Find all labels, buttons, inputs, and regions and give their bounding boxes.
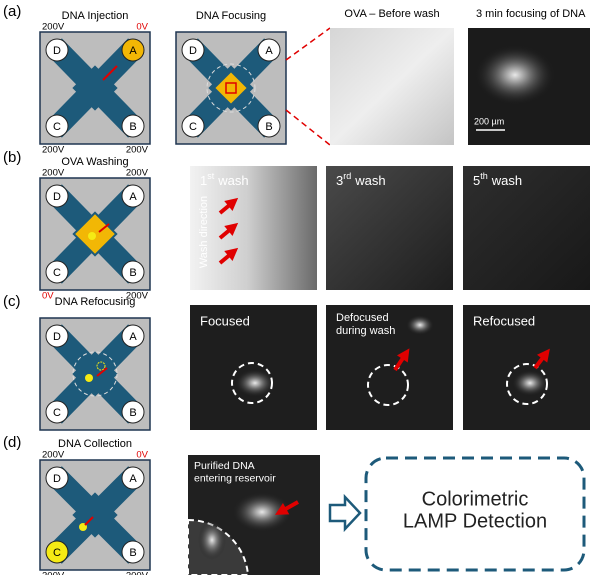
image-title: Refocused bbox=[473, 313, 535, 328]
reservoir-label: C bbox=[53, 407, 61, 419]
dna-spot bbox=[88, 232, 96, 240]
voltage-label: 200V bbox=[42, 145, 65, 156]
reservoir-label: A bbox=[129, 191, 137, 203]
scale-label: 200 µm bbox=[474, 116, 504, 126]
dna-spot bbox=[85, 374, 93, 382]
voltage-label: 200V bbox=[42, 450, 65, 461]
voltage-label: 200V bbox=[126, 168, 149, 179]
micrograph bbox=[326, 166, 453, 290]
image-title: Defocused bbox=[336, 312, 389, 324]
diagram-title: DNA Injection bbox=[62, 10, 129, 22]
voltage-label: 0V bbox=[136, 22, 148, 33]
reservoir-label: D bbox=[53, 331, 61, 343]
reservoir-label: A bbox=[265, 45, 273, 57]
wash-direction: Wash direction bbox=[198, 196, 210, 268]
reservoir-label: B bbox=[129, 121, 136, 133]
fluorescence bbox=[475, 45, 555, 105]
reservoir-label: B bbox=[265, 121, 272, 133]
fluorescence bbox=[512, 370, 548, 396]
reservoir-label: A bbox=[129, 45, 137, 57]
micrograph bbox=[330, 28, 454, 145]
ordinal-suffix: th bbox=[480, 171, 488, 181]
image-title: Focused bbox=[200, 313, 250, 328]
ordinal: 5 bbox=[473, 173, 480, 188]
reservoir-label: A bbox=[129, 331, 137, 343]
voltage-label: 200V bbox=[42, 168, 65, 179]
title-text: wash bbox=[354, 173, 385, 188]
reservoir-label: C bbox=[53, 121, 61, 133]
reservoir-label: C bbox=[189, 121, 197, 133]
image-title: 3 min focusing of DNA bbox=[476, 8, 586, 20]
figure: (a) (b) (c) (d) DNA Injection D A C B 200V 0V 200V 2… bbox=[0, 0, 590, 575]
image-title: entering reservoir bbox=[194, 472, 276, 484]
diagram-title: DNA Collection bbox=[58, 438, 132, 450]
image-title: OVA – Before wash bbox=[344, 8, 439, 20]
ordinal: 3 bbox=[336, 173, 343, 188]
reservoir-label: C bbox=[53, 267, 61, 279]
micrograph bbox=[463, 166, 590, 290]
voltage-label: 0V bbox=[136, 450, 148, 461]
diagram-title: OVA Washing bbox=[61, 156, 128, 168]
ordinal-suffix: st bbox=[207, 171, 215, 181]
panel-label: (b) bbox=[3, 149, 21, 166]
reservoir-label: C bbox=[53, 547, 61, 559]
voltage-label: 0V bbox=[42, 291, 54, 302]
panel-label: (a) bbox=[3, 3, 21, 20]
panel-label: (d) bbox=[3, 434, 21, 451]
image-title: LAMP Detection bbox=[403, 510, 547, 532]
reservoir-label: A bbox=[129, 473, 137, 485]
reservoir-label: D bbox=[53, 473, 61, 485]
voltage-label: 200V bbox=[126, 571, 149, 575]
ordinal: 1 bbox=[200, 173, 207, 188]
image-title: during wash bbox=[336, 325, 395, 337]
reservoir-label: D bbox=[53, 45, 61, 57]
image-title: Colorimetric bbox=[422, 488, 529, 510]
diagram-title: DNA Focusing bbox=[196, 10, 266, 22]
reservoir-label: B bbox=[129, 267, 136, 279]
fluorescence bbox=[406, 315, 434, 335]
voltage-label: 200V bbox=[42, 571, 65, 575]
reservoir-label: B bbox=[129, 407, 136, 419]
ordinal-suffix: rd bbox=[343, 171, 351, 181]
title-text: wash bbox=[491, 173, 522, 188]
image-title: Purified DNA bbox=[194, 460, 255, 472]
reservoir-label: D bbox=[53, 191, 61, 203]
panel-label: (c) bbox=[3, 293, 21, 310]
reservoir-label: D bbox=[189, 45, 197, 57]
voltage-label: 200V bbox=[42, 22, 65, 33]
voltage-label: 200V bbox=[126, 145, 149, 156]
title-text: wash bbox=[217, 173, 248, 188]
diagram-title: DNA Refocusing bbox=[55, 296, 136, 308]
fluorescence bbox=[198, 520, 226, 560]
reservoir-label: B bbox=[129, 547, 136, 559]
